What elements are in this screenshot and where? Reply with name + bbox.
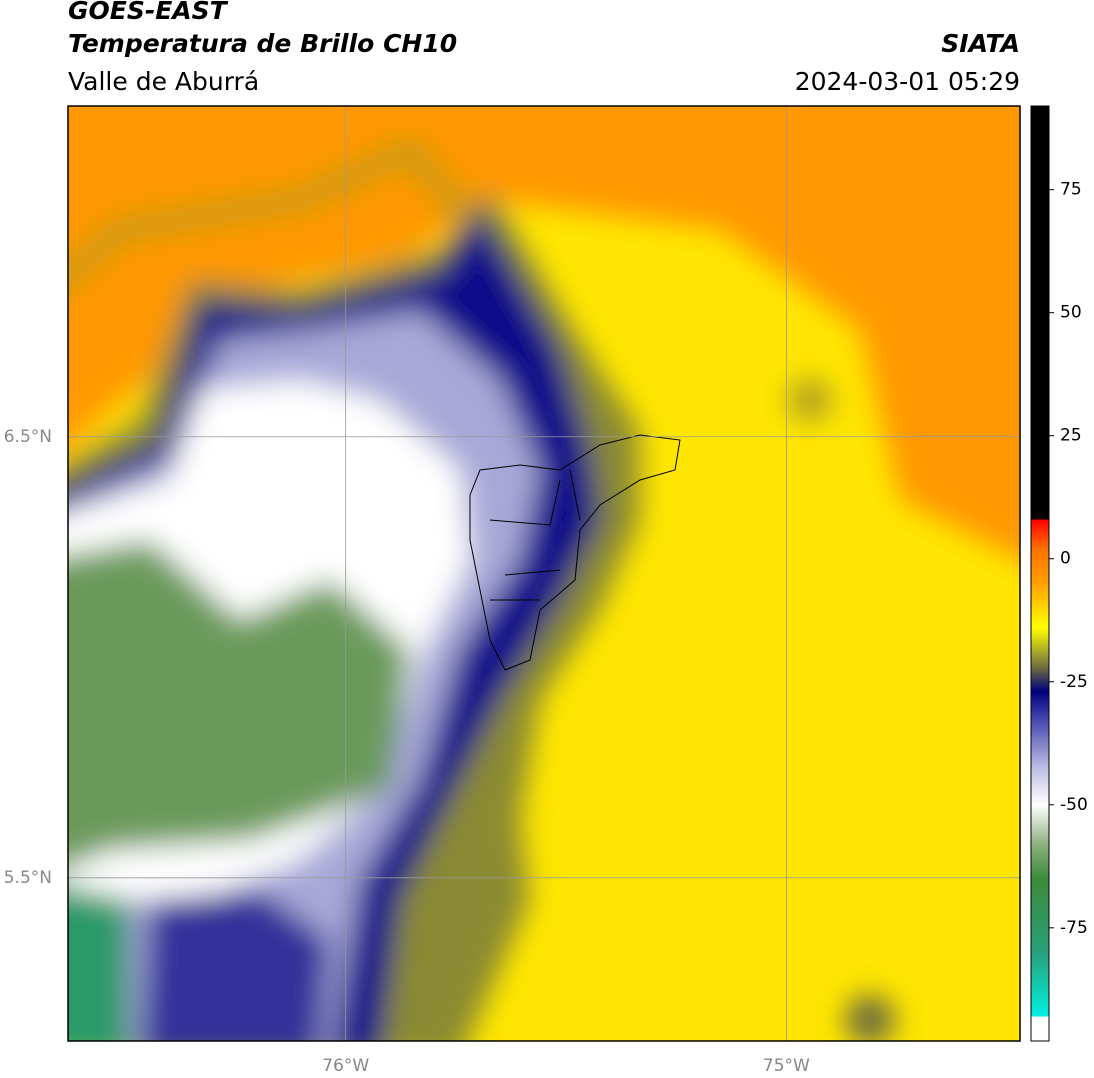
- x-tick-label: 75°W: [763, 1056, 810, 1076]
- colorbar-tick-label: -50: [1060, 795, 1088, 815]
- colorbar-tick-label: 25: [1060, 426, 1082, 446]
- colorbar-tick-label: 0: [1060, 549, 1071, 569]
- colorbar-tick-label: -75: [1060, 918, 1088, 938]
- colorbar-tick-label: 75: [1060, 180, 1082, 200]
- region: Valle de Aburrá: [68, 67, 259, 96]
- source: SIATA: [941, 29, 1020, 58]
- x-tick-label: 76°W: [322, 1056, 369, 1076]
- colorbar-tick-label: -25: [1060, 672, 1088, 692]
- colorbar-tick-label: 50: [1060, 303, 1082, 323]
- title: GOES-EAST: [68, 0, 229, 25]
- map-frame: [67, 105, 1021, 1042]
- grid: [68, 106, 1020, 1041]
- subtitle: Temperatura de Brillo CH10: [68, 29, 457, 58]
- satellite-field: [68, 106, 1020, 1041]
- y-tick-label: 5.5°N: [4, 868, 52, 888]
- datetime: 2024-03-01 05:29: [795, 67, 1020, 96]
- colorbar: [1030, 105, 1050, 1042]
- y-tick-label: 6.5°N: [4, 427, 52, 447]
